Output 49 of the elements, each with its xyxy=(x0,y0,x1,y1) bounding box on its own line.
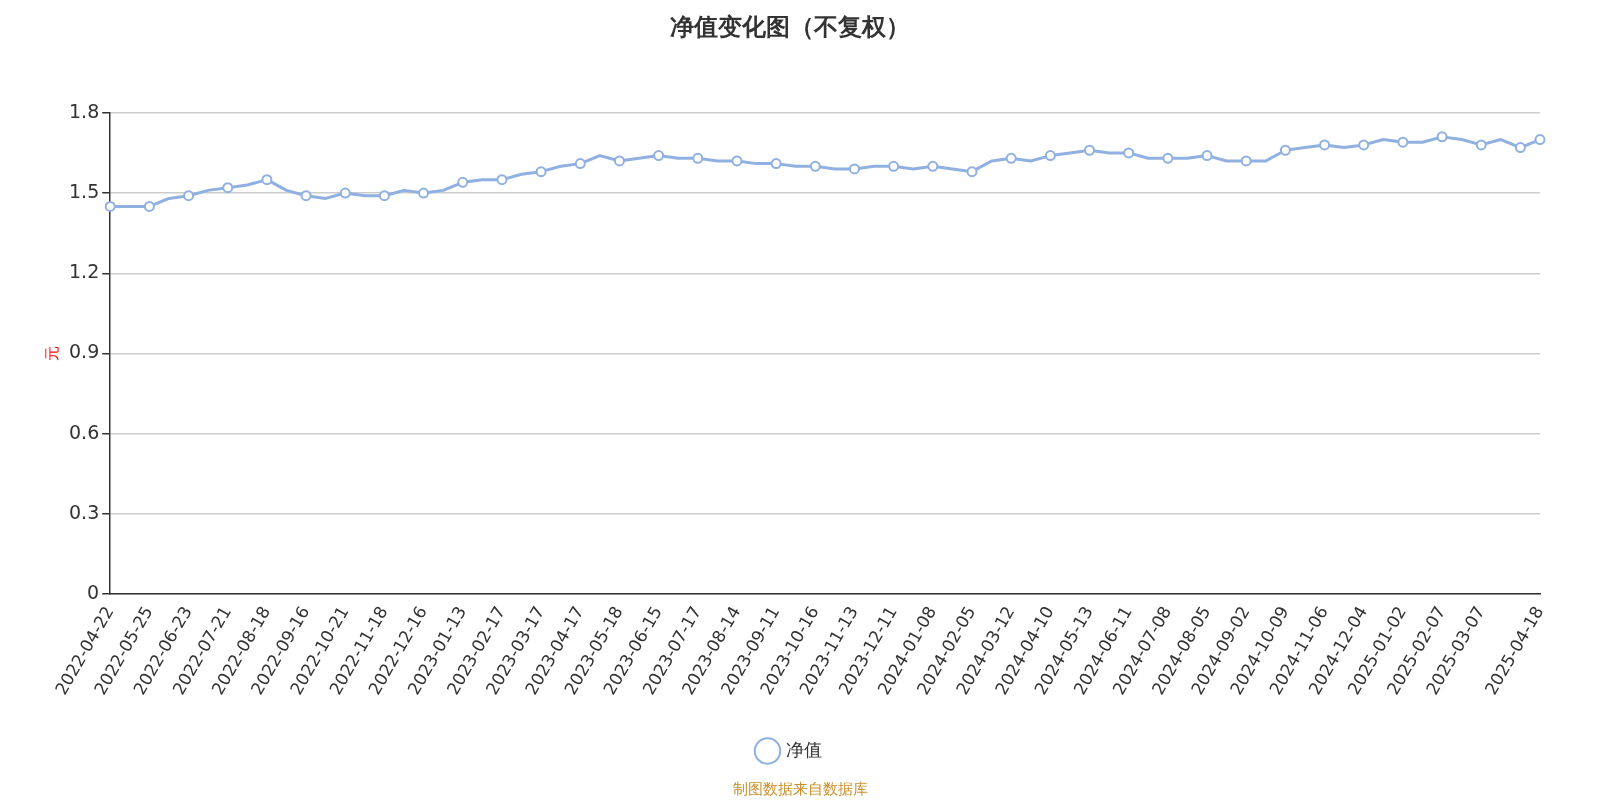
y-tick-label: 1.8 xyxy=(69,99,100,122)
point xyxy=(653,150,665,162)
point xyxy=(143,200,155,212)
point xyxy=(613,155,625,167)
point xyxy=(1123,147,1135,159)
point xyxy=(927,160,939,172)
point xyxy=(1240,155,1252,167)
point xyxy=(183,190,195,202)
point xyxy=(1279,144,1291,156)
point xyxy=(1475,139,1487,151)
point xyxy=(222,182,234,194)
point xyxy=(457,176,469,188)
point xyxy=(104,200,116,212)
point xyxy=(1162,152,1174,164)
chart-title: 净值变化图（不复权） xyxy=(670,12,910,41)
point xyxy=(966,166,978,178)
y-axis-title: 元 xyxy=(42,346,61,362)
point xyxy=(731,155,743,167)
y-tick-label: 0.9 xyxy=(69,340,100,363)
point xyxy=(848,163,860,175)
text: 制图数据来自数据库 xyxy=(732,780,868,799)
y-tick-label: 0.3 xyxy=(69,500,100,523)
point xyxy=(339,187,351,199)
point xyxy=(1436,131,1448,143)
point xyxy=(1005,152,1017,164)
point xyxy=(1084,144,1096,156)
point xyxy=(888,160,900,172)
point xyxy=(1358,139,1370,151)
point xyxy=(1514,142,1526,154)
point xyxy=(692,152,704,164)
point xyxy=(1534,134,1546,146)
point xyxy=(770,158,782,170)
y-tick-label: 1.2 xyxy=(69,260,100,283)
point xyxy=(300,190,312,202)
point xyxy=(1319,139,1331,151)
y-tick-label: 0 xyxy=(87,581,100,604)
point xyxy=(535,166,547,178)
y-tick-label: 1.5 xyxy=(69,179,100,202)
point xyxy=(574,158,586,170)
point xyxy=(809,160,821,172)
point xyxy=(496,174,508,186)
point xyxy=(418,187,430,199)
point xyxy=(378,190,390,202)
y-tick-label: 0.6 xyxy=(69,420,100,443)
point xyxy=(1397,136,1409,148)
point xyxy=(261,174,273,186)
point xyxy=(1201,150,1213,162)
point xyxy=(1044,150,1056,162)
legend-label: 净值 xyxy=(785,738,822,760)
